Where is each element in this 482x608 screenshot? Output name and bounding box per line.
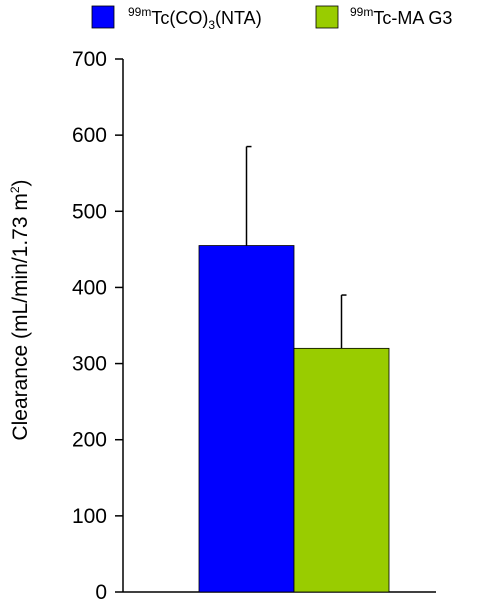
y-tick-label: 700	[72, 48, 107, 71]
legend-swatch-nta	[91, 5, 115, 29]
y-tick-label: 200	[72, 429, 107, 452]
y-tick-label: 0	[95, 581, 107, 604]
axes: 0 100 200 300 400 500 600 700	[72, 48, 436, 604]
legend: 99mTc(CO)3(NTA) 99mTc-MA G3	[91, 5, 452, 32]
bar-2	[293, 347, 390, 593]
bar-1	[198, 245, 295, 593]
bars	[198, 145, 390, 593]
y-tick-label: 500	[72, 200, 107, 223]
y-tick-label: 400	[72, 276, 107, 299]
y-tick-label: 600	[72, 124, 107, 147]
legend-label-mag3: 99mTc-MA G3	[350, 5, 452, 28]
y-tick-label: 100	[72, 505, 107, 528]
y-tick-label: 300	[72, 353, 107, 376]
legend-swatch-mag3	[315, 5, 339, 29]
y-axis-title: Clearance (mL/min/1.73 m2)	[8, 179, 32, 440]
legend-label-nta: 99mTc(CO)3(NTA)	[128, 5, 262, 32]
